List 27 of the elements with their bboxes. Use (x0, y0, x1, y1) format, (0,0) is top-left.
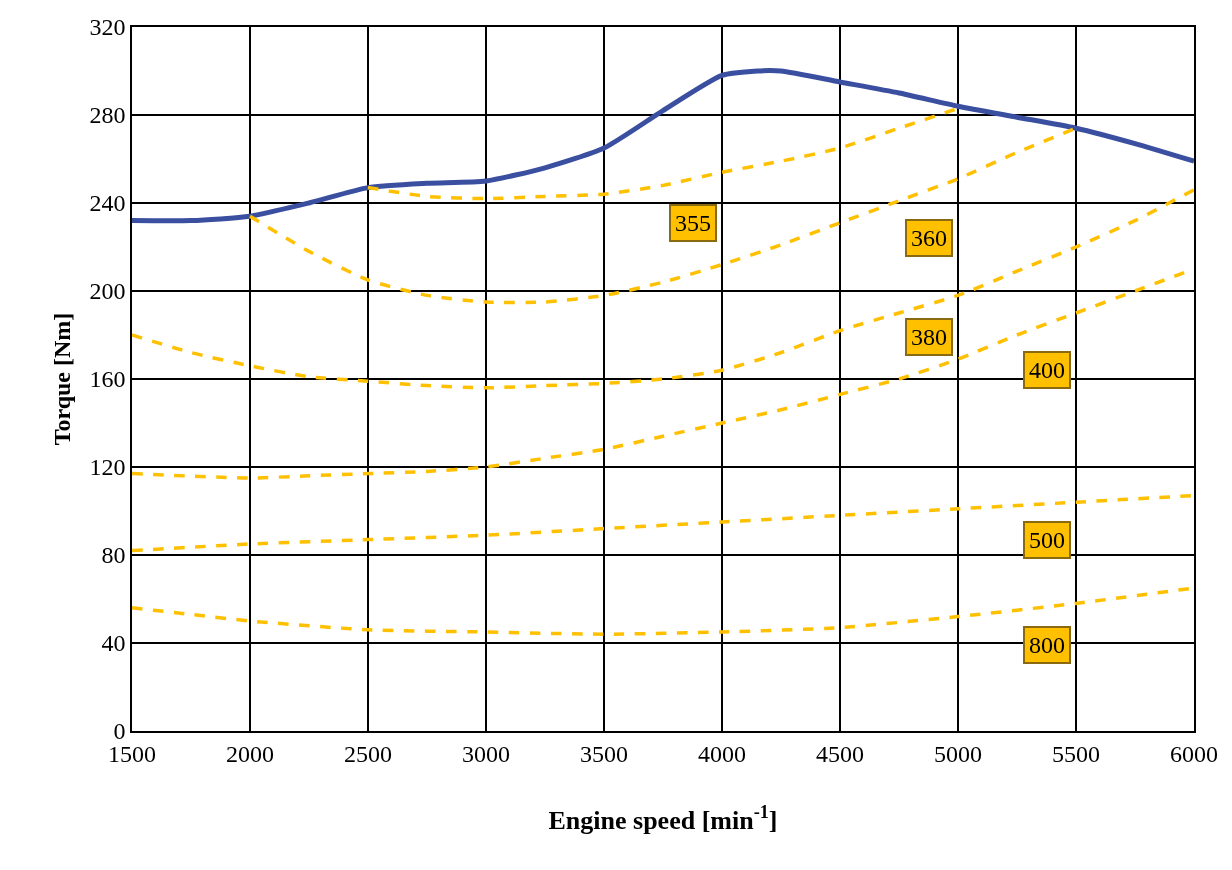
series-label: 355 (675, 210, 711, 236)
series-label: 380 (911, 324, 947, 350)
x-tick-label: 4500 (816, 740, 864, 767)
y-axis-title: Torque [Nm] (49, 312, 76, 446)
series-label: 800 (1029, 632, 1065, 658)
y-tick-label: 320 (89, 14, 126, 41)
line-series (132, 493, 1194, 553)
line-series (132, 188, 1194, 390)
x-tick-label: 5000 (934, 740, 982, 767)
y-tick-label: 120 (89, 454, 126, 481)
y-tick-label: 40 (101, 630, 126, 657)
series-label: 500 (1029, 527, 1065, 553)
x-tick-label: 3500 (580, 740, 628, 767)
y-tick-label: 160 (89, 366, 126, 393)
series-label: 360 (911, 225, 947, 251)
y-tick-label: 280 (89, 102, 126, 129)
x-tick-label: 6000 (1170, 740, 1218, 767)
x-axis-title: Engine speed [min$^{-1}$] (548, 801, 778, 835)
series-label: 400 (1029, 357, 1065, 383)
y-tick-label: 80 (101, 542, 126, 569)
x-tick-label: 3000 (462, 740, 510, 767)
x-tick-label: 2000 (226, 740, 274, 767)
x-tick-label: 2500 (344, 740, 392, 767)
x-tick-label: 4000 (698, 740, 746, 767)
x-tick-label: 5500 (1052, 740, 1100, 767)
y-tick-label: 200 (89, 278, 126, 305)
y-tick-label: 240 (89, 190, 126, 217)
